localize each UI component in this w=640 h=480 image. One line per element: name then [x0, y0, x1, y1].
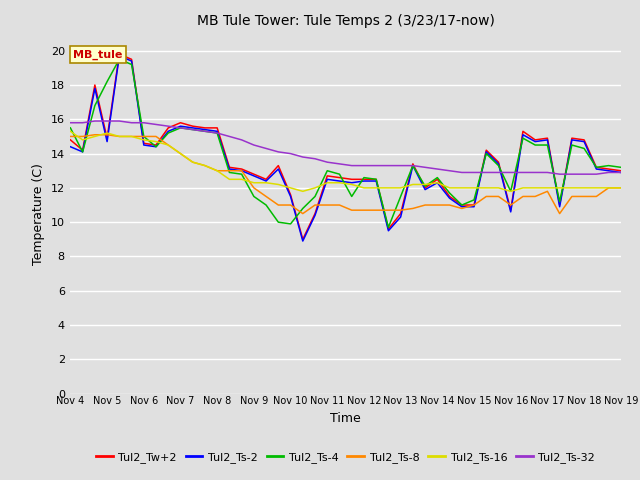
Title: MB Tule Tower: Tule Temps 2 (3/23/17-now): MB Tule Tower: Tule Temps 2 (3/23/17-now… — [196, 14, 495, 28]
Legend: Tul2_Tw+2, Tul2_Ts-2, Tul2_Ts-4, Tul2_Ts-8, Tul2_Ts-16, Tul2_Ts-32: Tul2_Tw+2, Tul2_Ts-2, Tul2_Ts-4, Tul2_Ts… — [92, 447, 600, 467]
Text: MB_tule: MB_tule — [74, 49, 123, 60]
X-axis label: Time: Time — [330, 412, 361, 425]
Y-axis label: Temperature (C): Temperature (C) — [32, 163, 45, 264]
